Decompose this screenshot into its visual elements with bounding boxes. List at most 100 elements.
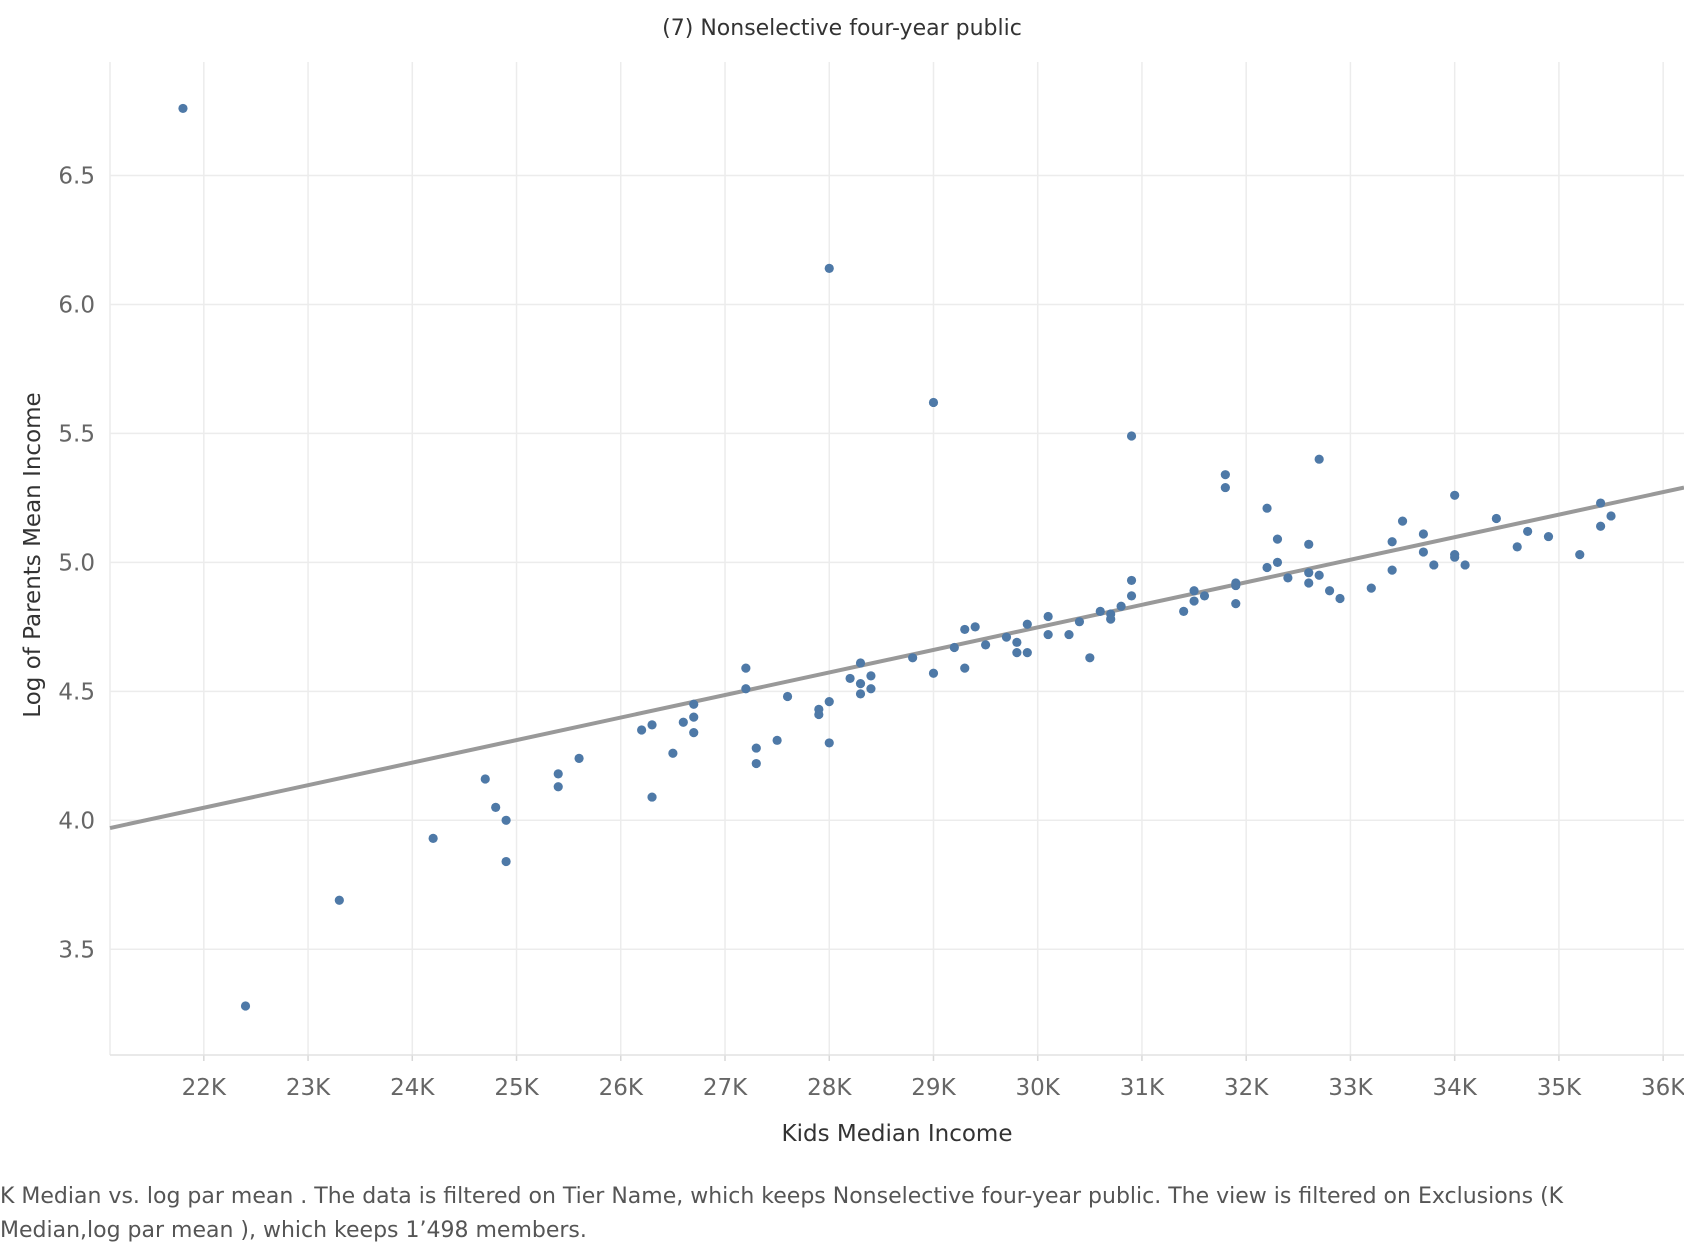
data-point	[1304, 578, 1314, 588]
data-point	[178, 103, 188, 114]
x-tick-label: 30K	[1016, 1075, 1061, 1101]
data-point	[866, 671, 876, 681]
x-tick-label: 24K	[390, 1075, 435, 1101]
data-point	[1262, 562, 1272, 573]
x-tick-label: 22K	[182, 1075, 227, 1101]
data-point	[1220, 482, 1230, 493]
data-point	[1189, 586, 1199, 596]
x-tick-label: 32K	[1224, 1075, 1269, 1101]
data-point	[637, 725, 647, 735]
data-point	[1387, 537, 1397, 547]
data-point	[751, 743, 761, 753]
data-point	[960, 624, 970, 635]
caption: K Median vs. log par mean . The data is …	[0, 1184, 1564, 1243]
data-point	[1366, 583, 1376, 593]
data-point	[855, 678, 866, 689]
data-point	[1450, 490, 1460, 500]
grid	[109, 62, 1684, 1061]
data-point	[1314, 570, 1324, 580]
data-point	[1314, 454, 1324, 464]
data-point	[1231, 578, 1241, 588]
data-point	[824, 697, 834, 707]
data-point	[1012, 637, 1022, 647]
data-point	[741, 663, 751, 673]
data-point	[855, 658, 866, 668]
data-point	[970, 622, 980, 632]
data-point	[1596, 521, 1606, 531]
data-point	[1064, 629, 1074, 640]
data-point	[1116, 601, 1126, 611]
data-point	[689, 727, 699, 738]
data-point	[1220, 470, 1230, 480]
x-tick-label: 23K	[286, 1075, 331, 1101]
data-point	[866, 684, 876, 694]
data-point	[1012, 648, 1022, 658]
data-point	[1022, 648, 1032, 658]
data-point	[772, 735, 782, 745]
x-tick-label: 36K	[1641, 1075, 1684, 1101]
data-point	[1575, 550, 1585, 560]
x-tick-label: 27K	[703, 1075, 748, 1101]
data-point	[1450, 552, 1460, 562]
data-point	[491, 802, 501, 812]
data-point	[1418, 547, 1429, 557]
data-point	[751, 758, 761, 769]
data-point	[240, 1001, 251, 1011]
y-tick-label: 4.0	[58, 808, 95, 834]
data-point	[741, 684, 751, 694]
trend-line	[109, 485, 1684, 830]
data-point	[1262, 503, 1272, 513]
y-tick-label: 6.5	[58, 163, 95, 189]
data-point	[1022, 619, 1032, 629]
data-point	[1199, 591, 1210, 601]
data-point	[1512, 542, 1522, 552]
data-point	[1085, 653, 1095, 663]
data-point	[1397, 516, 1408, 526]
data-point	[1324, 586, 1335, 596]
scatter-chart: (7) Nonselective four-year public 22K 23K…	[20, 16, 1684, 1147]
data-point	[1335, 593, 1345, 604]
data-point	[1179, 606, 1189, 616]
data-point	[1043, 611, 1053, 622]
data-point	[428, 833, 438, 843]
data-point	[1001, 632, 1012, 642]
data-point	[1304, 539, 1314, 549]
x-tick-label: 34K	[1432, 1075, 1477, 1101]
data-point	[647, 792, 657, 802]
data-point	[1189, 596, 1199, 606]
y-tick-label: 6.0	[58, 292, 95, 318]
data-point	[1095, 606, 1105, 616]
x-tick-label: 29K	[911, 1075, 956, 1101]
data-point	[553, 782, 563, 792]
data-point	[1074, 617, 1085, 627]
data-point	[824, 263, 834, 273]
data-point	[1429, 560, 1439, 570]
x-tick-label: 25K	[494, 1075, 539, 1101]
x-tick-label: 33K	[1328, 1075, 1373, 1101]
data-point	[949, 642, 959, 653]
data-point	[1304, 568, 1314, 578]
y-axis-label: Log of Parents Mean Income	[20, 392, 46, 717]
data-point	[1543, 531, 1554, 542]
data-point	[782, 691, 793, 702]
y-tick-label: 5.5	[58, 421, 95, 447]
data-point	[668, 748, 678, 758]
trend-line-group	[109, 485, 1684, 830]
data-point	[1126, 575, 1137, 586]
data-point	[824, 738, 834, 748]
x-tick-label: 28K	[807, 1075, 852, 1101]
data-point	[553, 769, 563, 779]
data-point	[1272, 557, 1283, 567]
x-tick-label: 35K	[1537, 1075, 1582, 1101]
data-point	[1283, 573, 1293, 583]
data-point	[1043, 629, 1053, 640]
data-point	[1418, 529, 1429, 539]
chart-title: (7) Nonselective four-year public	[662, 16, 1022, 41]
data-point	[908, 653, 918, 663]
data-point	[1523, 526, 1533, 537]
y-tick-label: 3.5	[58, 937, 95, 963]
data-point	[480, 774, 490, 784]
y-tick-label: 5.0	[58, 550, 95, 576]
data-point	[1387, 565, 1397, 575]
data-point	[1596, 498, 1606, 508]
